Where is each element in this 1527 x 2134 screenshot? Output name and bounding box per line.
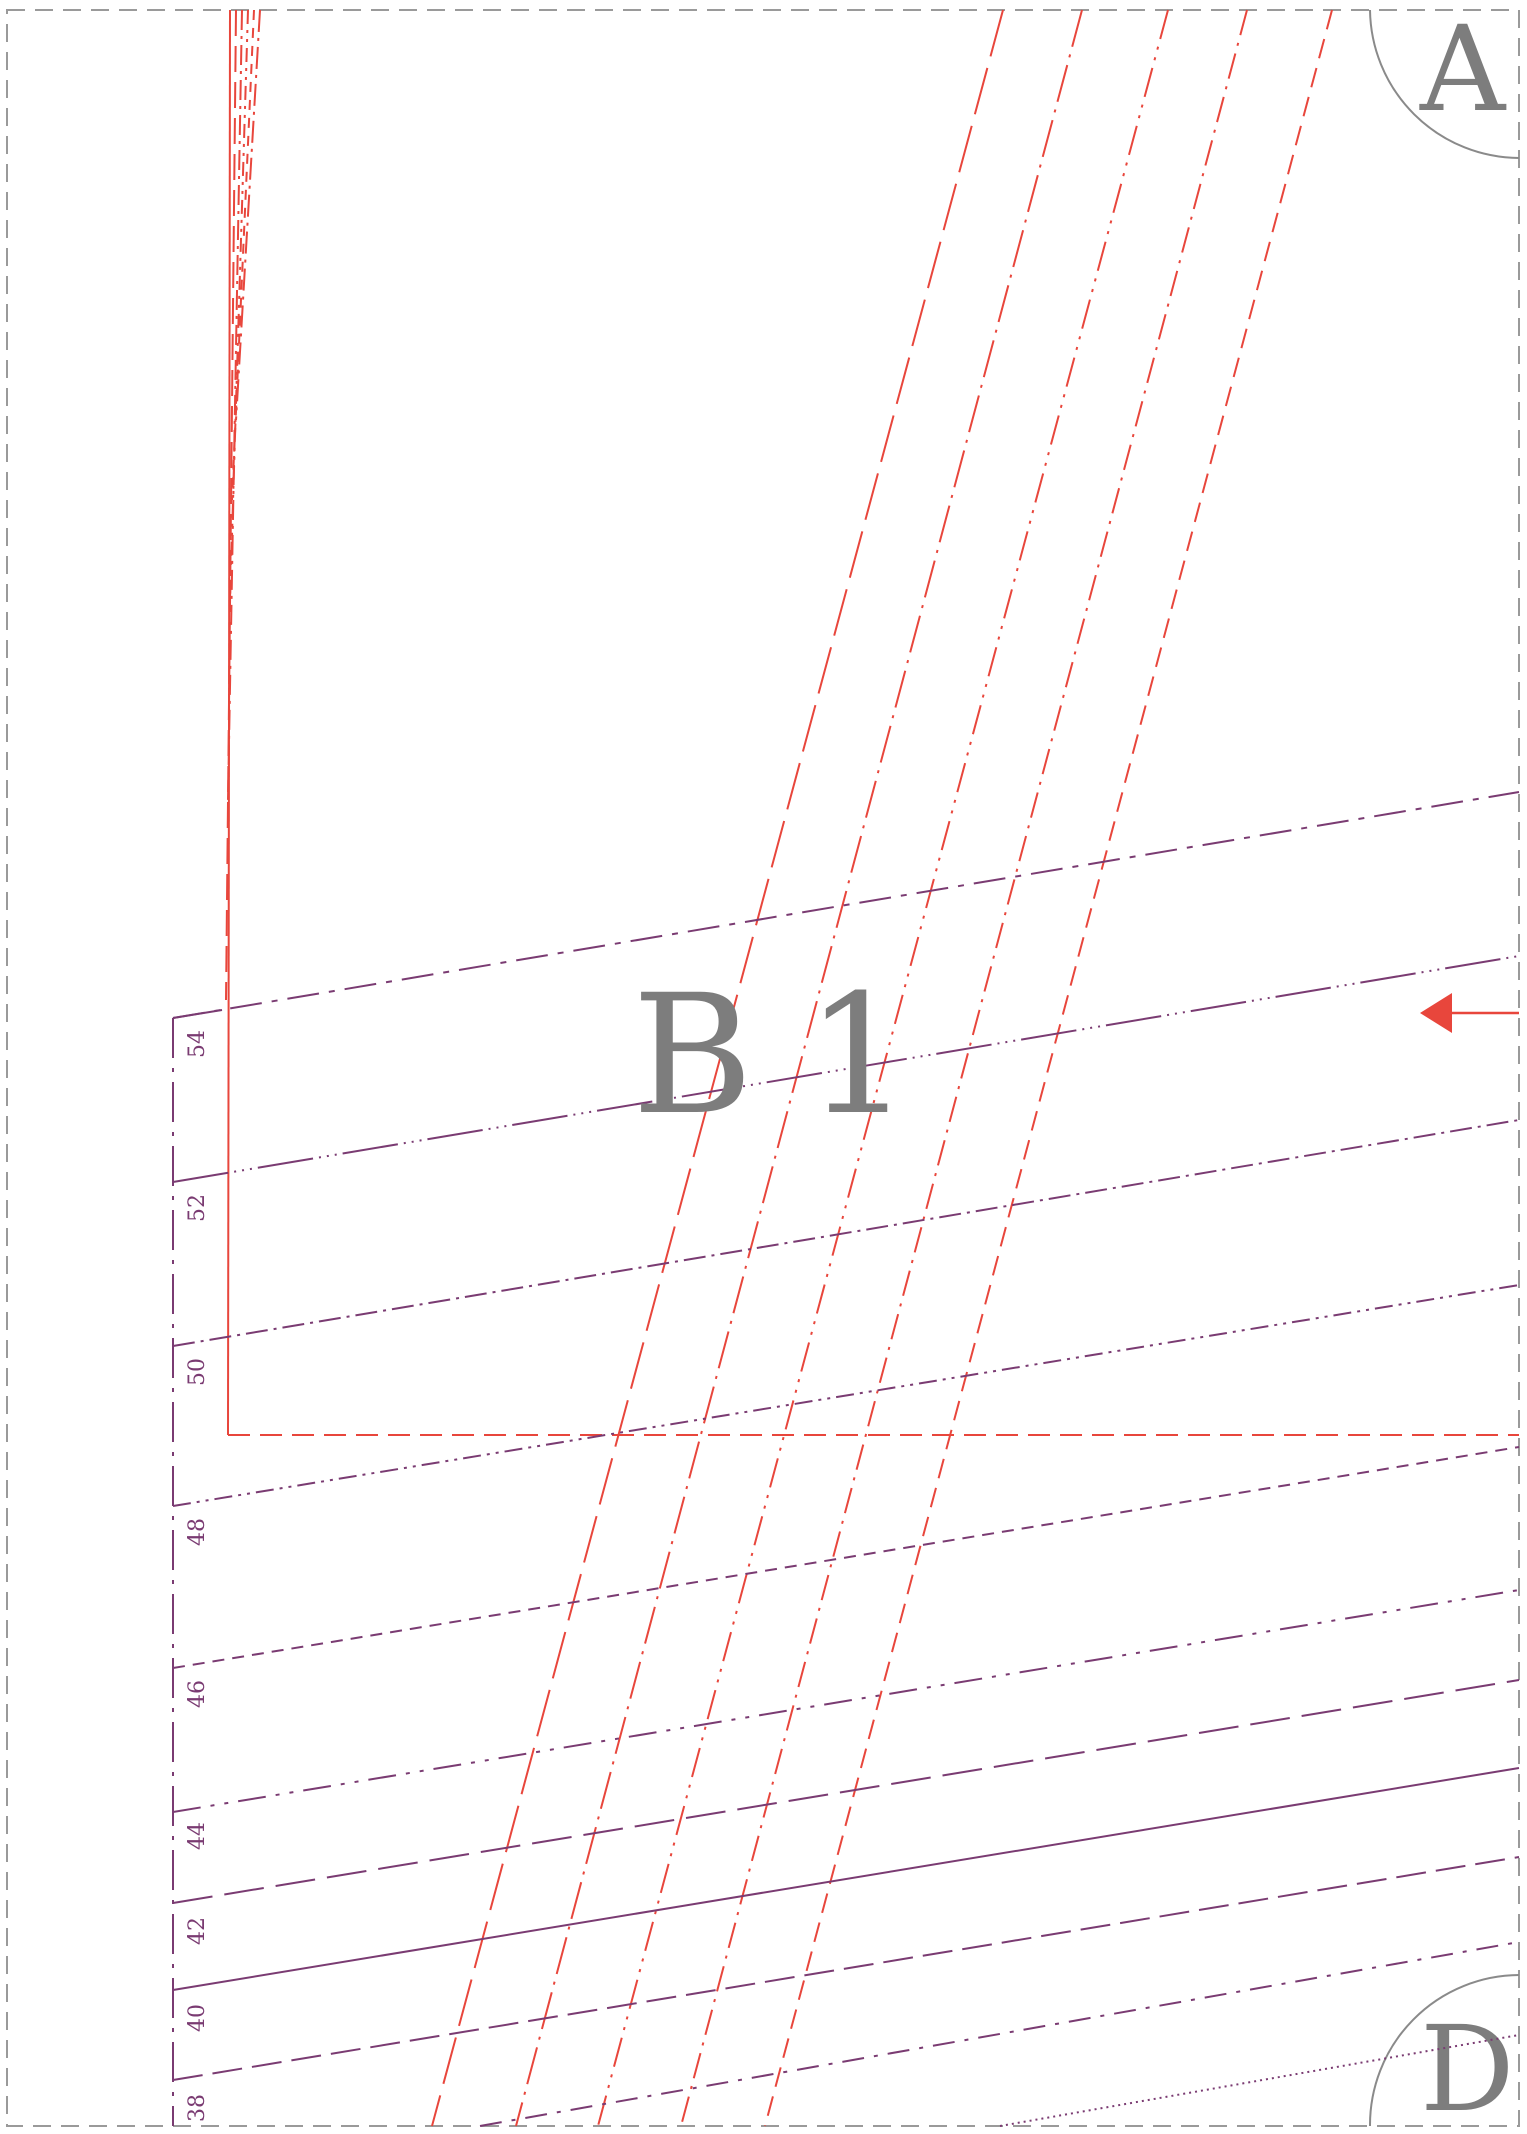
size-line-44	[172, 1589, 1520, 1813]
size-label-52: 52	[185, 1194, 210, 1222]
size-line-46	[172, 1446, 1520, 1669]
red-pattern-lines-diagonal	[431, 9, 1333, 2127]
red-vertical-line	[225, 9, 237, 1001]
size-label-46: 46	[185, 1680, 210, 1708]
red-vertical-line	[227, 9, 243, 801]
red-diagonal-line	[597, 9, 1169, 2127]
size-line-34	[999, 2034, 1520, 2127]
corner-arc-bottom-right	[1368, 1974, 1520, 2127]
red-pattern-lines-vertical	[225, 9, 261, 1436]
size-label-38: 38	[185, 2094, 210, 2122]
red-vertical-line	[229, 9, 249, 601]
size-line-40	[172, 1767, 1520, 1991]
size-label-50: 50	[185, 1358, 210, 1386]
size-line-38	[172, 1856, 1520, 2081]
size-label-42: 42	[185, 1917, 210, 1945]
red-diagonal-line	[764, 9, 1333, 2127]
red-diagonal-line	[515, 9, 1083, 2127]
corner-letter-d: D	[1420, 2000, 1515, 2134]
size-line-50	[172, 1119, 1520, 1347]
page-border	[6, 9, 1520, 2127]
size-scale	[172, 1009, 223, 2126]
purple-size-lines	[172, 791, 1520, 2127]
size-line-36	[479, 1941, 1520, 2127]
red-vertical-line	[231, 9, 255, 501]
grain-arrow-icon	[1420, 993, 1519, 1033]
size-line-54	[172, 791, 1520, 1019]
size-line-48	[172, 1284, 1520, 1507]
corner-arc-top-right	[1369, 9, 1520, 159]
size-label-40: 40	[185, 2004, 210, 2032]
pattern-piece-label: B 1	[632, 959, 911, 1151]
corner-letter-a: A	[1419, 0, 1507, 138]
size-line-42	[172, 1679, 1520, 1904]
red-diagonal-line	[680, 9, 1248, 2127]
size-label-44: 44	[185, 1822, 210, 1850]
size-label-54: 54	[185, 1030, 210, 1058]
size-label-48: 48	[185, 1518, 210, 1546]
size-labels: 54 52 50 48 46 44 42 40 38	[185, 1030, 210, 2122]
size-line-52	[172, 955, 1520, 1183]
red-vertical-line	[235, 9, 261, 421]
red-diagonal-line	[431, 9, 1004, 2127]
